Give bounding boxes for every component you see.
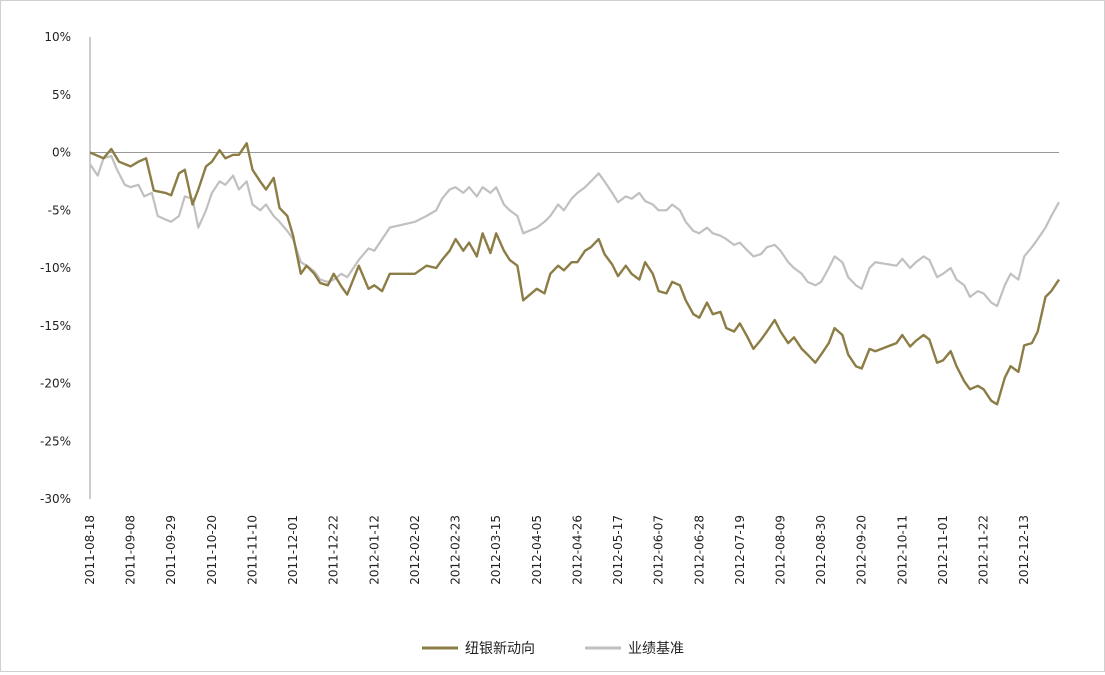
y-tick-label: 0% — [52, 146, 71, 160]
x-tick-label: 2011-10-20 — [205, 515, 219, 585]
y-tick-label: -5% — [48, 203, 71, 217]
x-tick-label: 2012-03-15 — [489, 515, 503, 585]
y-tick-label: -20% — [40, 377, 71, 391]
x-tick-label: 2012-06-28 — [692, 515, 706, 585]
y-tick-label: -15% — [40, 319, 71, 333]
x-tick-label: 2012-12-13 — [1017, 515, 1031, 585]
series-line — [89, 142, 1060, 406]
x-tick-label: 2012-04-26 — [570, 515, 584, 585]
y-tick-labels: 10% 5% 0% -5% -10% -15% -20% -25% -30% — [40, 30, 71, 506]
x-tick-label: 2012-06-07 — [652, 515, 666, 585]
x-tick-label: 2012-02-02 — [408, 515, 422, 585]
x-tick-label: 2011-12-22 — [327, 515, 341, 585]
y-tick-label: 5% — [52, 88, 71, 102]
x-tick-label: 2012-07-19 — [733, 515, 747, 585]
x-tick-label: 2011-08-18 — [83, 515, 97, 585]
x-tick-label: 2012-10-11 — [895, 515, 909, 585]
x-tick-label: 2012-04-05 — [530, 515, 544, 585]
series-layer — [89, 142, 1060, 406]
x-tick-label: 2012-11-22 — [977, 515, 991, 585]
x-tick-label: 2012-08-09 — [773, 515, 787, 585]
y-tick-label: -30% — [40, 492, 71, 506]
x-tick-label: 2011-09-29 — [164, 515, 178, 585]
x-tick-label: 2011-11-10 — [245, 515, 259, 585]
x-tick-label: 2012-08-30 — [814, 515, 828, 585]
x-tick-label: 2012-11-01 — [936, 515, 950, 585]
x-tick-label: 2011-12-01 — [286, 515, 300, 585]
legend-label: 业绩基准 — [628, 640, 684, 657]
x-tick-label: 2012-02-23 — [449, 515, 463, 585]
y-tick-label: -10% — [40, 261, 71, 275]
x-tick-label: 2012-09-20 — [855, 515, 869, 585]
axes — [89, 37, 1059, 499]
x-tick-labels: 2011-08-18 2011-09-08 2011-09-29 2011-10-20… — [83, 515, 1031, 585]
y-tick-label: 10% — [44, 30, 71, 44]
x-tick-label: 2012-05-17 — [611, 515, 625, 585]
x-tick-label: 2012-01-12 — [367, 515, 381, 585]
y-tick-label: -25% — [40, 434, 71, 448]
legend-label: 纽银新动向 — [465, 641, 535, 657]
series-line — [89, 154, 1060, 308]
x-tick-label: 2011-09-08 — [124, 515, 138, 585]
legend: 纽银新动向 业绩基准 — [422, 640, 684, 657]
